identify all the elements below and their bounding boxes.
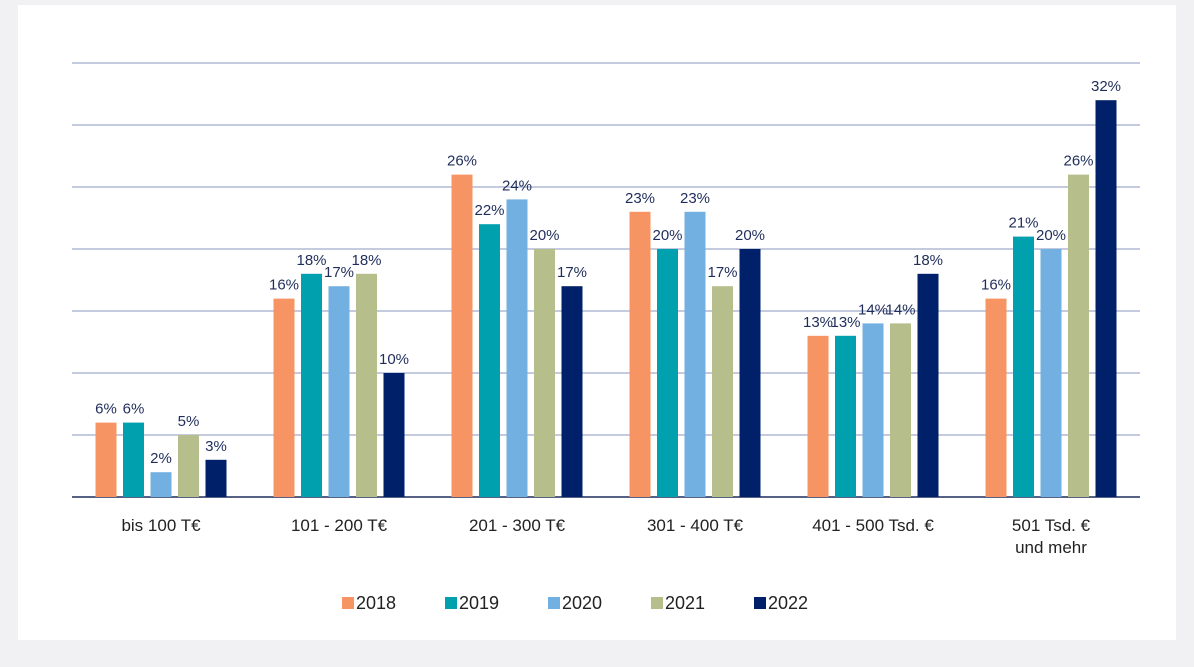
bar <box>835 335 856 497</box>
data-label: 23% <box>625 190 655 207</box>
bar <box>356 273 377 497</box>
bar <box>178 435 199 497</box>
data-label: 32% <box>1091 78 1121 95</box>
x-tick-label: 301 - 400 T€ <box>646 516 744 535</box>
bar <box>561 286 583 497</box>
bar <box>739 249 761 497</box>
bar <box>1068 174 1089 497</box>
bar <box>1040 249 1062 497</box>
legend-swatch <box>445 597 457 609</box>
data-label: 18% <box>351 252 381 269</box>
data-label: 20% <box>1036 227 1066 244</box>
data-label: 6% <box>95 401 117 418</box>
bar <box>123 422 144 497</box>
data-label: 6% <box>123 401 145 418</box>
data-label: 17% <box>707 264 737 281</box>
x-tick-label: 201 - 300 T€ <box>468 516 566 535</box>
data-label: 23% <box>680 190 710 207</box>
data-label: 14% <box>885 301 915 318</box>
data-label: 17% <box>557 264 587 281</box>
bar <box>328 286 350 497</box>
data-label: 20% <box>735 227 765 244</box>
legend-swatch <box>342 597 354 609</box>
bar <box>506 199 528 497</box>
x-tick-label: 501 Tsd. € und mehr <box>1011 516 1091 557</box>
bar <box>301 273 322 497</box>
bar <box>1013 236 1034 497</box>
bar <box>807 335 829 497</box>
data-label: 10% <box>379 351 409 368</box>
panel <box>18 5 1176 640</box>
data-label: 18% <box>913 252 943 269</box>
bar <box>383 373 405 497</box>
legend-swatch <box>548 597 560 609</box>
x-tick-label: bis 100 T€ <box>121 516 201 535</box>
legend-label: 2019 <box>459 593 499 613</box>
data-label: 16% <box>269 277 299 294</box>
legend-swatch <box>651 597 663 609</box>
bar <box>1095 100 1117 497</box>
bar <box>917 273 939 497</box>
data-label: 17% <box>324 264 354 281</box>
legend-swatch <box>754 597 766 609</box>
data-label: 13% <box>830 314 860 331</box>
bar <box>95 422 117 497</box>
data-label: 18% <box>296 252 326 269</box>
data-label: 14% <box>858 301 888 318</box>
bar <box>273 298 295 497</box>
data-label: 3% <box>205 438 227 455</box>
bar <box>890 323 911 497</box>
data-label: 20% <box>529 227 559 244</box>
data-label: 2% <box>150 450 172 467</box>
data-label: 20% <box>652 227 682 244</box>
bar <box>712 286 733 497</box>
bar <box>862 323 884 497</box>
bar <box>684 211 706 498</box>
bar <box>479 224 500 497</box>
data-label: 22% <box>474 202 504 219</box>
data-label: 13% <box>803 314 833 331</box>
bar <box>205 459 227 497</box>
data-label: 5% <box>178 413 200 430</box>
bar <box>657 249 678 497</box>
data-label: 26% <box>447 153 477 170</box>
data-label: 24% <box>502 177 532 194</box>
data-label: 21% <box>1008 215 1038 232</box>
x-tick-label: 401 - 500 Tsd. € <box>812 516 934 535</box>
bar <box>985 298 1007 497</box>
data-label: 26% <box>1063 153 1093 170</box>
bar <box>150 472 172 497</box>
legend-label: 2020 <box>562 593 602 613</box>
bar <box>629 211 651 498</box>
bar <box>534 249 555 497</box>
data-label: 16% <box>981 277 1011 294</box>
bar <box>451 174 473 497</box>
legend-label: 2021 <box>665 593 705 613</box>
legend-label: 2022 <box>768 593 808 613</box>
x-tick-label: 101 - 200 T€ <box>290 516 388 535</box>
legend-label: 2018 <box>356 593 396 613</box>
